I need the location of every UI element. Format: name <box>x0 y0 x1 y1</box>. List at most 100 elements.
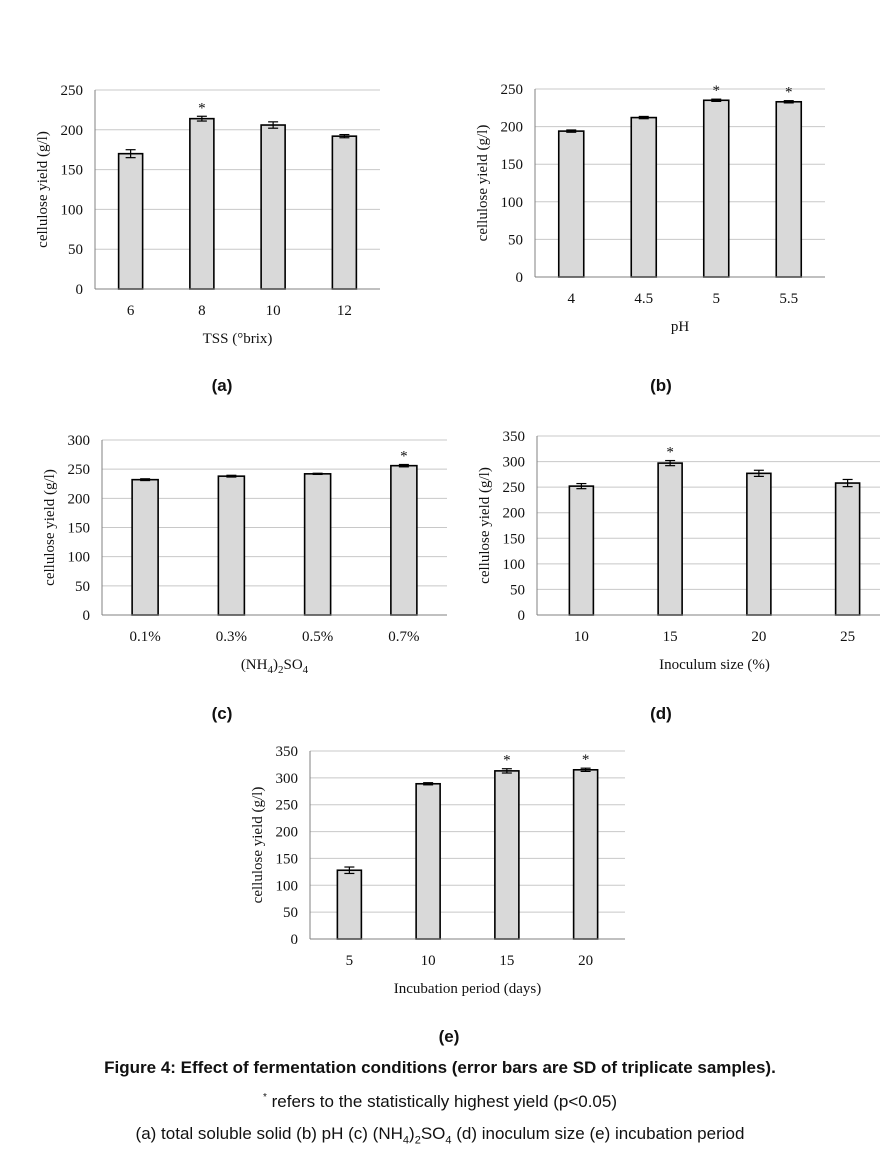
chart_b-ytick-label: 200 <box>501 120 524 136</box>
chart_c-significance-star: * <box>400 449 408 465</box>
chart-e-svg: 0 50 100 150 200 250 300 350 5 10 * 15 * 20 Incubation… <box>250 744 625 997</box>
desc-sub-2: 2 <box>414 1134 421 1147</box>
chart_e-bar <box>415 782 441 940</box>
chart_b-xtick-label: 5.5 <box>779 291 798 307</box>
chart_c-x-axis-title: (NH4​)2​SO4​ <box>241 657 309 676</box>
chart-b-svg: 0 50 100 150 200 250 4 4.5 * 5 * 5.5 pH cellulose yie… <box>475 82 825 335</box>
chart_e-xtick-label: 10 <box>421 953 436 969</box>
chart_a-y-axis-title: cellulose yield (g/l) <box>35 131 51 248</box>
chart_b-bar <box>702 99 730 278</box>
chart-c-svg: 0 50 100 150 200 250 300 0.1% 0.3% 0.5% * 0.7% (NH4​… <box>42 433 447 676</box>
chart_b-x-axis-title: pH <box>671 319 690 335</box>
chart_d-ytick-label: 0 <box>518 608 526 624</box>
chart_b-y-axis-title: cellulose yield (g/l) <box>475 125 491 242</box>
chart_a-ytick-label: 150 <box>61 163 84 179</box>
chart_b-xtick-label: 4 <box>568 291 576 307</box>
note-text: refers to the statistically highest yiel… <box>266 1092 617 1111</box>
chart_a-xtick-label: 6 <box>127 303 135 319</box>
chart_d-ytick-label: 150 <box>503 531 526 547</box>
chart_d-bar <box>657 462 683 616</box>
chart_d-y-axis-title: cellulose yield (g/l) <box>477 467 493 584</box>
chart-e-letter: (e) <box>438 1027 460 1046</box>
chart-d: 0 50 100 150 200 250 300 350 10 * 15 20 25 Inoculum s… <box>460 425 880 680</box>
figure-caption-title: Figure 4: Effect of fermentation conditi… <box>104 1058 776 1077</box>
chart_c-ytick-label: 0 <box>83 608 91 624</box>
chart_d-ytick-label: 350 <box>503 429 526 445</box>
chart_d-ytick-label: 200 <box>503 506 526 522</box>
chart_c-ytick-label: 200 <box>68 491 91 507</box>
chart_a-ytick-label: 50 <box>68 242 83 258</box>
figure-caption-note: * refers to the statistically highest yi… <box>0 1092 880 1112</box>
chart-c-letter: (c) <box>211 704 233 723</box>
chart_d-xtick-label: 15 <box>663 629 678 645</box>
chart_a-xtick-label: 12 <box>337 303 352 319</box>
chart_e-bar <box>336 869 363 940</box>
chart_c-ytick-label: 50 <box>75 579 90 595</box>
chart_d-xtick-label: 10 <box>574 629 589 645</box>
chart_c-xtick-label: 0.1% <box>130 629 161 645</box>
chart_c-xtick-label: 0.7% <box>388 629 419 645</box>
desc-part-4: (d) inoculum size (e) incubation period <box>451 1124 745 1143</box>
desc-part-1: (a) total soluble solid (b) pH (c) (NH <box>135 1124 403 1143</box>
chart_e-significance-star: * <box>582 752 590 768</box>
chart_e-ytick-label: 50 <box>283 905 298 921</box>
chart_e-ytick-label: 250 <box>276 798 299 814</box>
chart_d-x-axis-title: Inoculum size (%) <box>659 657 770 673</box>
chart_b-bar <box>557 130 585 278</box>
chart_e-xtick-label: 20 <box>578 953 593 969</box>
chart_e-significance-star: * <box>503 753 511 769</box>
chart-d-letter: (d) <box>650 704 672 723</box>
chart_a-bar <box>189 117 215 290</box>
chart_e-xtick-label: 5 <box>346 953 354 969</box>
chart_a-bar <box>331 135 358 290</box>
chart_e-y-axis-title: cellulose yield (g/l) <box>250 787 266 904</box>
chart_d-ytick-label: 250 <box>503 480 526 496</box>
chart_a-xtick-label: 10 <box>266 303 281 319</box>
chart-a-svg: 0 50 100 150 200 250 6 * 8 10 12 TSS (°brix) cellulo… <box>35 83 380 347</box>
chart_a-ytick-label: 100 <box>61 202 84 218</box>
chart_e-ytick-label: 200 <box>276 825 299 841</box>
chart_b-ytick-label: 100 <box>501 195 524 211</box>
chart_b-ytick-label: 150 <box>501 157 524 173</box>
chart_c-xtick-label: 0.3% <box>216 629 247 645</box>
chart-d-svg: 0 50 100 150 200 250 300 350 10 * 15 20 25 Inoculum s… <box>477 429 880 673</box>
desc-sub-3: 4 <box>445 1134 452 1147</box>
chart_a-bar <box>117 152 144 290</box>
chart_e-x-axis-title: Incubation period (days) <box>394 981 541 997</box>
chart_c-bar <box>390 464 418 616</box>
chart_c-ytick-label: 150 <box>68 521 91 537</box>
chart_d-ytick-label: 300 <box>503 455 526 471</box>
chart_d-significance-star: * <box>666 445 674 461</box>
chart-c: 0 50 100 150 200 250 300 0.1% 0.3% 0.5% * 0.7% (NH4​… <box>25 430 447 680</box>
chart_b-bar <box>775 100 803 278</box>
chart_d-ytick-label: 50 <box>510 582 525 598</box>
chart_c-xtick-label: 0.5% <box>302 629 333 645</box>
chart-a: 0 50 100 150 200 250 6 * 8 10 12 TSS (°brix) cellulo… <box>25 80 405 350</box>
desc-sub-1: 4 <box>402 1134 410 1147</box>
chart_c-y-axis-title: cellulose yield (g/l) <box>42 469 58 586</box>
chart-a-letter: (a) <box>211 376 233 395</box>
chart_b-ytick-label: 50 <box>508 232 523 248</box>
chart_a-x-axis-title: TSS (°brix) <box>203 331 273 347</box>
chart_a-bar <box>260 124 286 290</box>
chart_e-bar <box>494 770 520 940</box>
chart_e-ytick-label: 350 <box>276 744 299 760</box>
chart_b-xtick-label: 4.5 <box>634 291 653 307</box>
chart_e-ytick-label: 0 <box>291 932 299 948</box>
chart_a-ytick-label: 200 <box>61 123 84 139</box>
note-marker: * <box>263 1092 267 1103</box>
chart_c-bar <box>217 475 246 616</box>
chart_e-bar <box>572 768 599 940</box>
chart-e: 0 50 100 150 200 250 300 350 5 10 * 15 * 20 Incubation… <box>235 740 635 1005</box>
chart_a-xtick-label: 8 <box>198 303 206 319</box>
chart_e-ytick-label: 300 <box>276 771 299 787</box>
chart_d-xtick-label: 20 <box>751 629 766 645</box>
chart_d-bar <box>568 485 595 616</box>
chart_a-significance-star: * <box>198 100 206 116</box>
chart_c-ytick-label: 100 <box>68 550 91 566</box>
chart_c-ytick-label: 300 <box>68 433 91 449</box>
figure-caption-description: (a) total soluble solid (b) pH (c) (NH4)… <box>0 1124 880 1146</box>
chart_c-bar <box>131 478 159 616</box>
chart_c-bar <box>303 473 332 616</box>
chart_e-xtick-label: 15 <box>499 953 514 969</box>
